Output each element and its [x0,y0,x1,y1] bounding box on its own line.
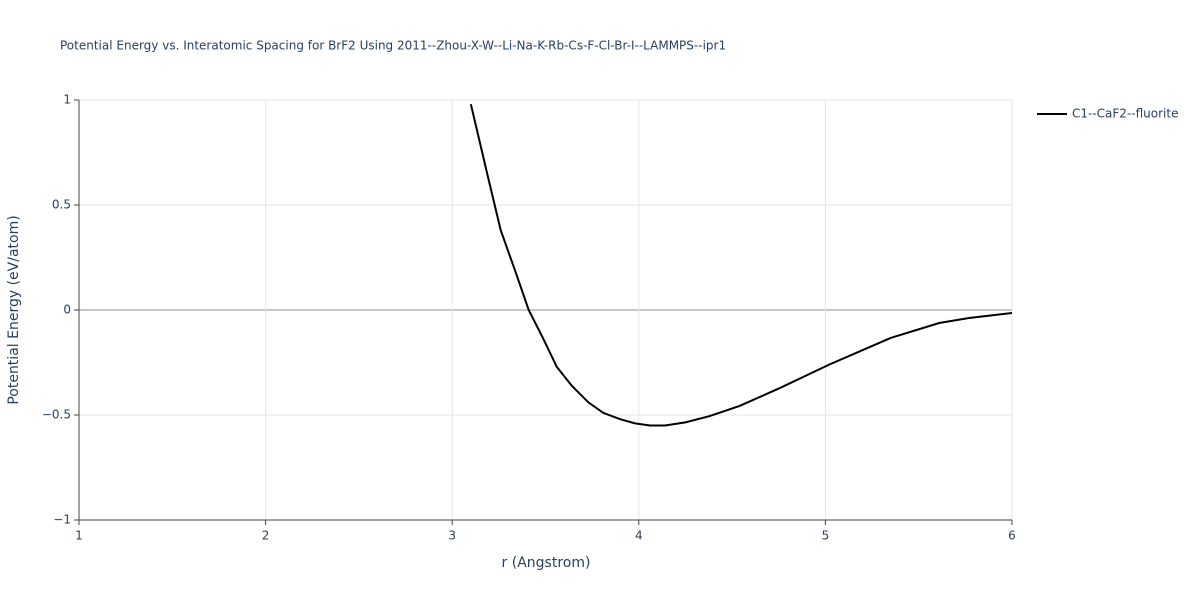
x-axis-title: r (Angstrom) [502,555,591,571]
y-tick-label: 1 [63,93,71,107]
x-tick-label: 4 [635,529,643,543]
y-tick-label: −1 [53,513,71,527]
x-tick-label: 6 [1008,529,1016,543]
y-axis-title: Potential Energy (eV/atom) [6,215,22,404]
y-tick-label: 0 [63,303,71,317]
chart-title: Potential Energy vs. Interatomic Spacing… [60,39,726,53]
x-tick-label: 3 [448,529,456,543]
legend-label: C1--CaF2--fluorite [1072,107,1178,121]
x-tick-label: 2 [262,529,270,543]
plot-area [469,103,1012,427]
x-tick-label: 5 [822,529,830,543]
data-line [469,103,1012,427]
y-tick-label: 0.5 [52,198,71,212]
y-tick-label: −0.5 [42,408,71,422]
x-tick-label: 1 [75,529,83,543]
